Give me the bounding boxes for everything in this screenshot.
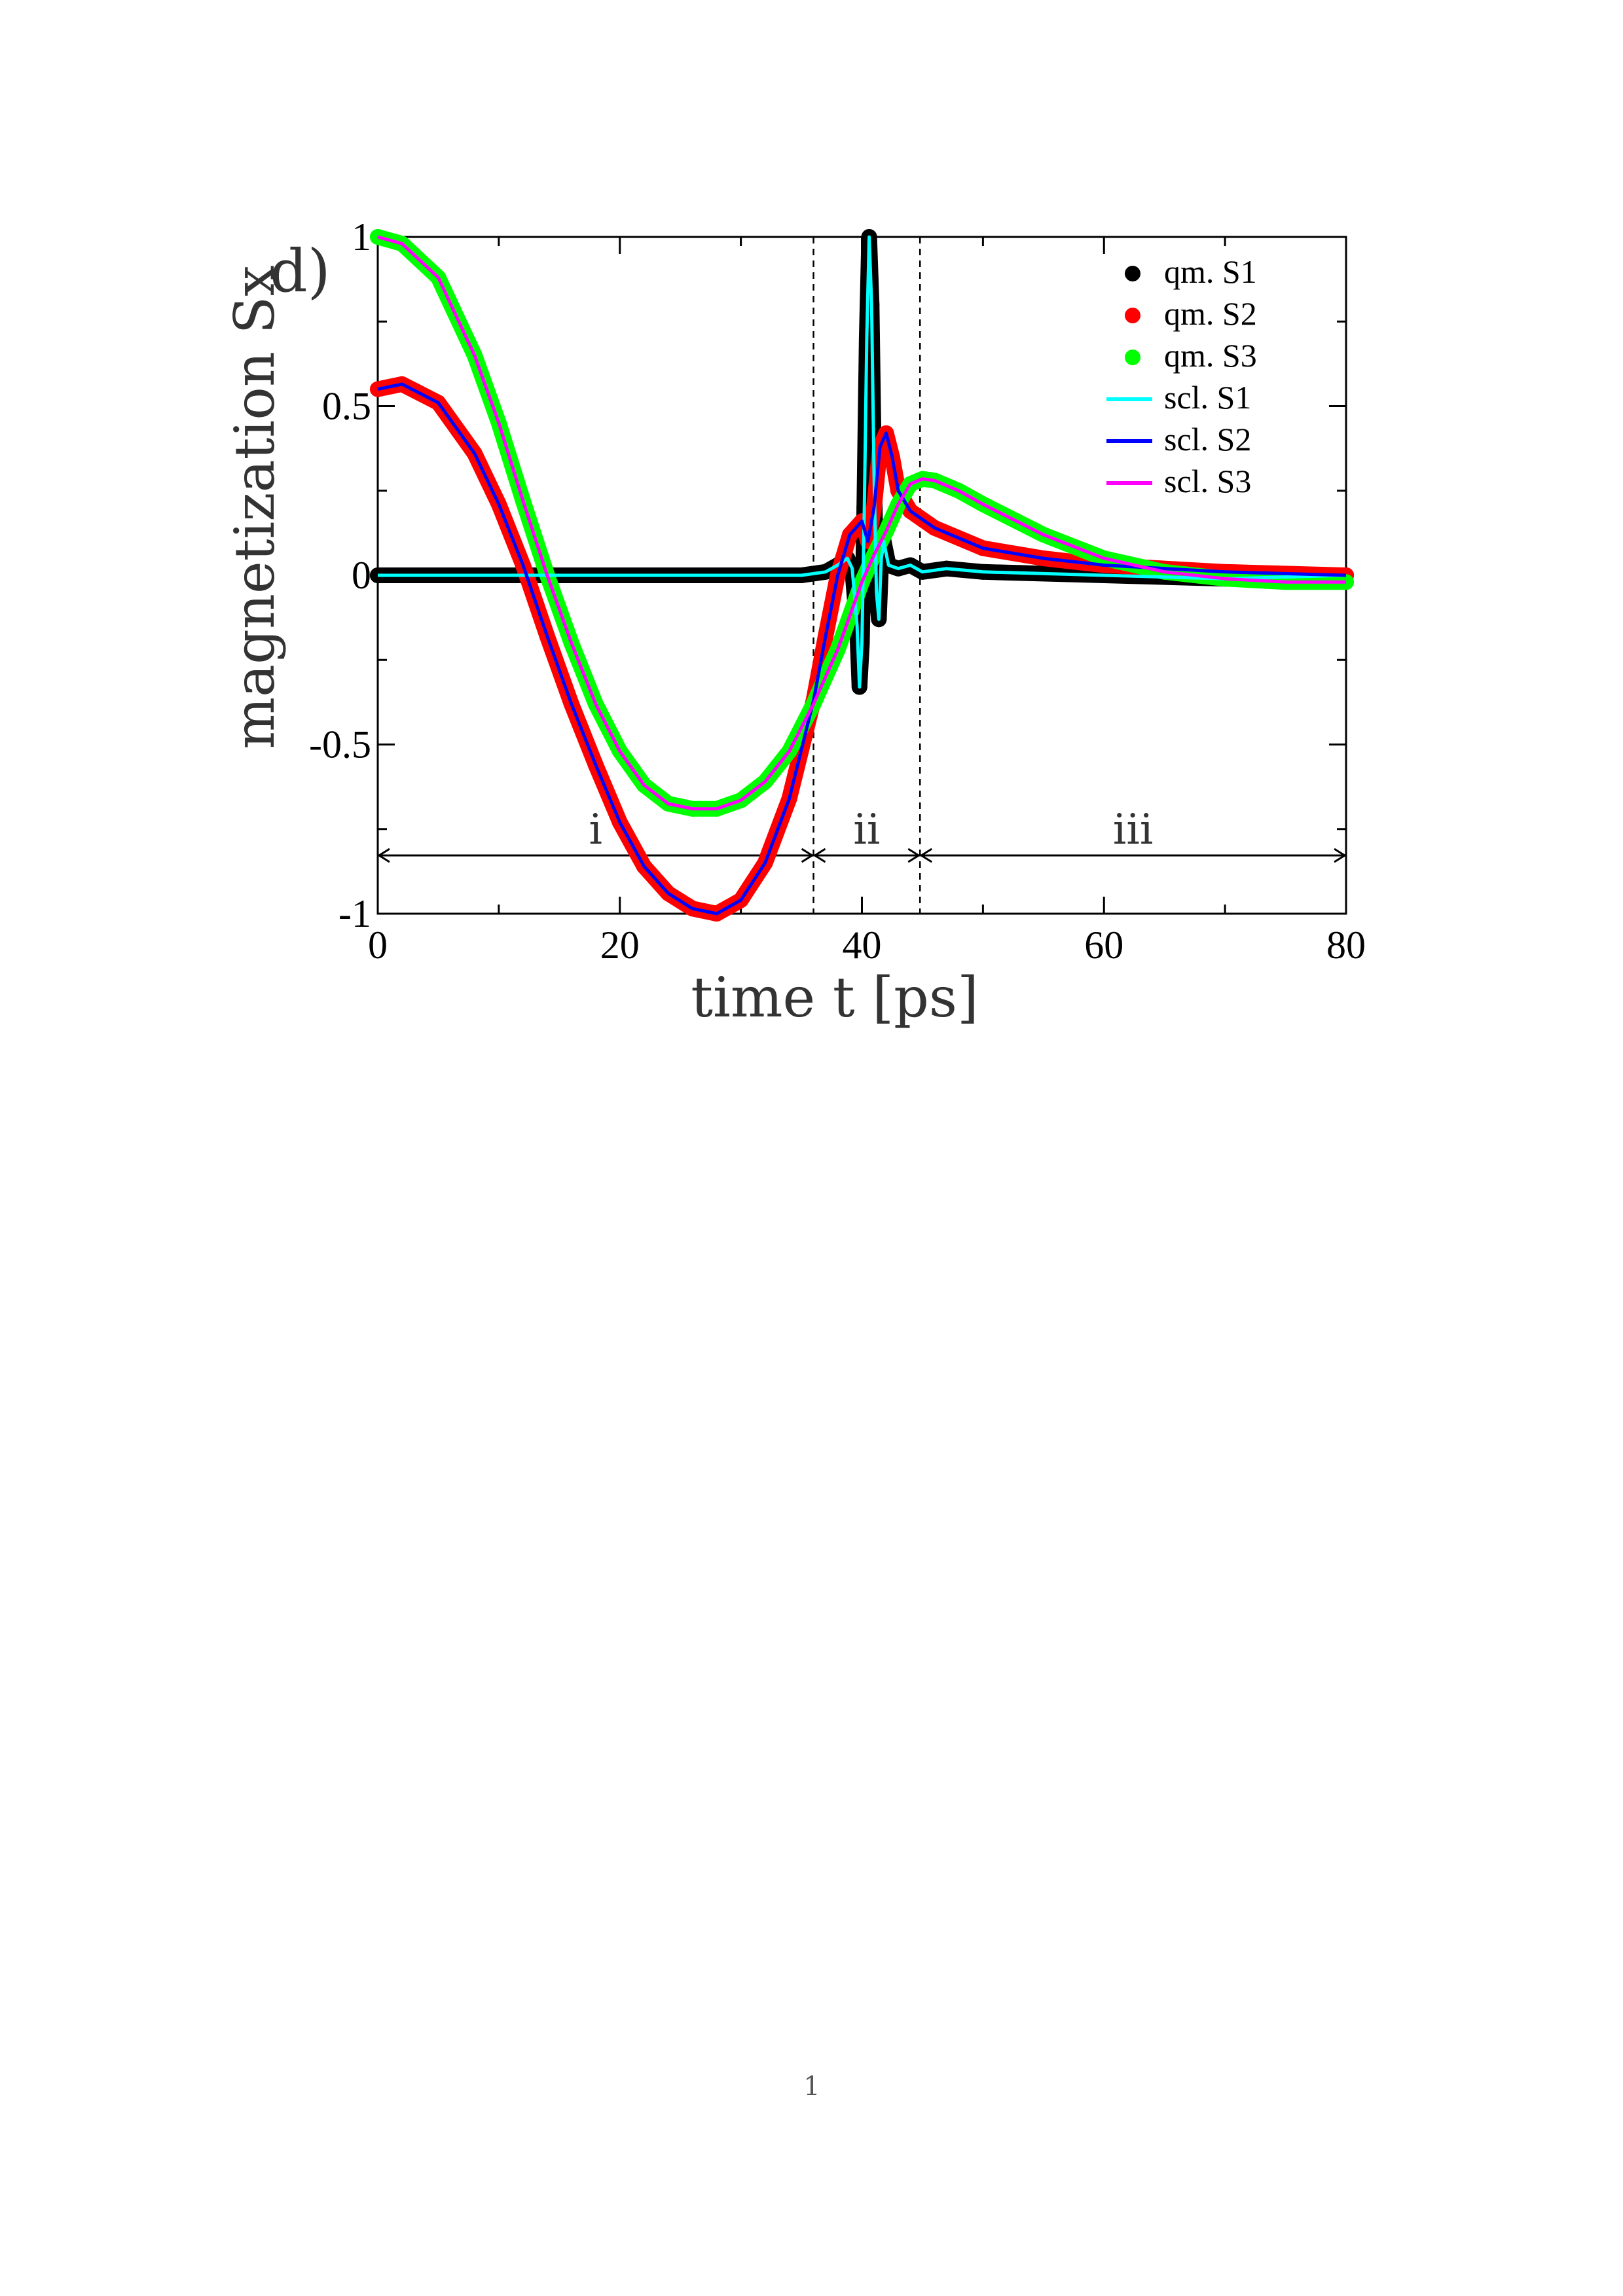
- x-axis-title: time t [ps]: [691, 965, 979, 1030]
- region-arrowhead: [812, 848, 826, 863]
- tick-labels: 0 20 40 60 80 -1 -0.5 0 0.5 1: [309, 215, 1366, 967]
- x-tick-label: 40: [843, 924, 882, 967]
- legend-entry: scl. S2: [1164, 421, 1251, 457]
- region-arrowhead: [801, 848, 814, 863]
- panel-label: d): [270, 237, 331, 306]
- series-line: [377, 235, 1346, 811]
- x-tick-label: 80: [1326, 924, 1366, 967]
- y-tick-label: 0.5: [322, 385, 371, 428]
- legend-entry: scl. S1: [1164, 379, 1251, 416]
- legend: qm. S1 qm. S2 qm. S3 scl. S1 scl. S2 scl. S3: [1106, 253, 1257, 499]
- x-tick-label: 60: [1084, 924, 1123, 967]
- region-arrowhead: [1334, 848, 1347, 863]
- region-arrowhead: [907, 848, 921, 863]
- series-scl-s3: [377, 235, 1346, 811]
- y-tick-label: -0.5: [309, 723, 371, 766]
- y-axis-title: magnetization Sx: [223, 265, 287, 749]
- legend-entry: scl. S3: [1164, 463, 1251, 499]
- region-arrowhead: [377, 848, 390, 863]
- x-tick-label: 0: [368, 924, 388, 967]
- region-annotations: i ii iii: [377, 237, 1347, 914]
- legend-marker: [1125, 266, 1140, 281]
- y-tick-label: 1: [352, 215, 371, 259]
- region-arrowhead: [919, 848, 933, 863]
- legend-marker: [1125, 350, 1140, 365]
- data-point: [370, 381, 386, 397]
- legend-marker: [1125, 308, 1140, 323]
- region-label-iii: iii: [1113, 806, 1153, 854]
- series-scl-s1: [378, 235, 1347, 689]
- y-tick-label: -1: [338, 892, 371, 935]
- page-number: 1: [803, 2072, 820, 2102]
- region-label-ii: ii: [853, 806, 880, 854]
- x-tick-label: 20: [600, 924, 640, 967]
- legend-entry: qm. S3: [1164, 337, 1257, 374]
- legend-entry: qm. S2: [1164, 295, 1257, 332]
- y-tick-label: 0: [352, 554, 371, 597]
- series-layer: [370, 229, 1354, 922]
- region-label-i: i: [589, 806, 602, 854]
- series-line: [378, 235, 1347, 689]
- legend-entry: qm. S1: [1164, 253, 1257, 290]
